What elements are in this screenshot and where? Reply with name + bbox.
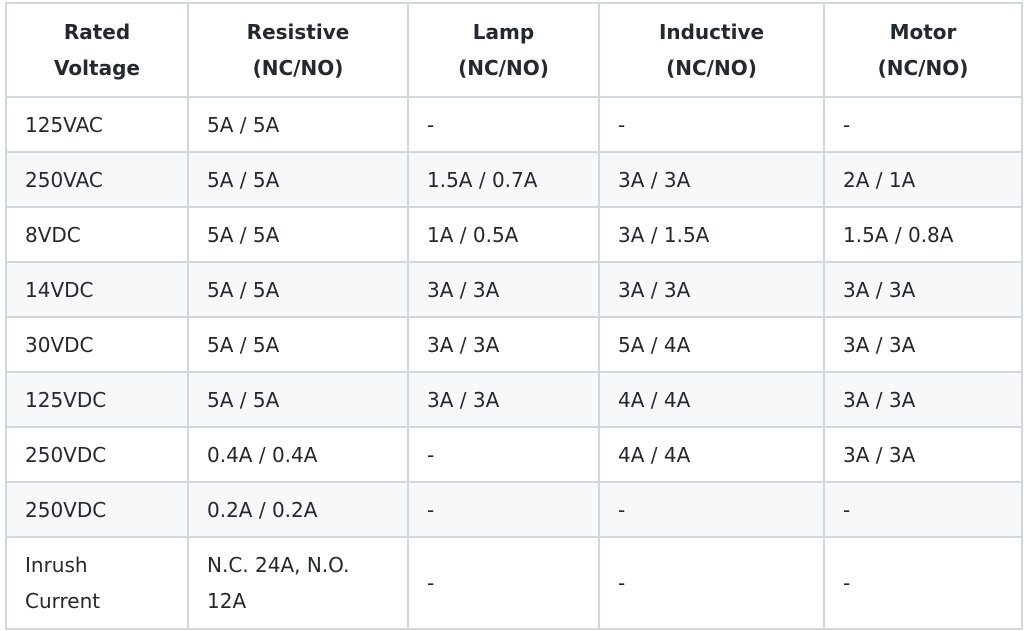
- table-header-row: Rated Voltage Resistive (NC/NO) Lamp (NC…: [5, 2, 1023, 98]
- cell-resistive: 5A / 5A: [187, 96, 409, 153]
- table-row: Inrush Current N.C. 24A, N.O. 12A - - -: [5, 536, 1023, 630]
- cell-rated-voltage: 125VDC: [5, 371, 189, 428]
- cell-inductive: 3A / 3A: [598, 261, 825, 318]
- cell-inductive: -: [598, 96, 825, 153]
- table-row: 30VDC 5A / 5A 3A / 3A 5A / 4A 3A / 3A: [5, 316, 1023, 373]
- cell-motor: 3A / 3A: [823, 316, 1023, 373]
- cell-rated-voltage: 250VDC: [5, 481, 189, 538]
- cell-lamp: -: [407, 96, 600, 153]
- cell-lamp: -: [407, 536, 600, 630]
- relay-rating-table: Rated Voltage Resistive (NC/NO) Lamp (NC…: [5, 2, 1023, 630]
- cell-lamp: -: [407, 426, 600, 483]
- header-lamp: Lamp (NC/NO): [407, 2, 600, 98]
- cell-rated-voltage: 8VDC: [5, 206, 189, 263]
- header-motor: Motor (NC/NO): [823, 2, 1023, 98]
- cell-lamp: 3A / 3A: [407, 371, 600, 428]
- cell-inductive: -: [598, 481, 825, 538]
- cell-motor: -: [823, 96, 1023, 153]
- cell-lamp: 1.5A / 0.7A: [407, 151, 600, 208]
- cell-motor: 2A / 1A: [823, 151, 1023, 208]
- cell-motor: -: [823, 536, 1023, 630]
- cell-resistive: N.C. 24A, N.O. 12A: [187, 536, 409, 630]
- cell-resistive: 0.2A / 0.2A: [187, 481, 409, 538]
- table-row: 8VDC 5A / 5A 1A / 0.5A 3A / 1.5A 1.5A / …: [5, 206, 1023, 263]
- cell-lamp: 3A / 3A: [407, 261, 600, 318]
- cell-resistive: 5A / 5A: [187, 316, 409, 373]
- cell-rated-voltage: Inrush Current: [5, 536, 189, 630]
- table-row: 125VDC 5A / 5A 3A / 3A 4A / 4A 3A / 3A: [5, 371, 1023, 428]
- cell-resistive: 5A / 5A: [187, 371, 409, 428]
- cell-resistive: 5A / 5A: [187, 206, 409, 263]
- header-rated-voltage: Rated Voltage: [5, 2, 189, 98]
- cell-motor: 1.5A / 0.8A: [823, 206, 1023, 263]
- header-inductive: Inductive (NC/NO): [598, 2, 825, 98]
- cell-resistive: 5A / 5A: [187, 261, 409, 318]
- cell-rated-voltage: 30VDC: [5, 316, 189, 373]
- header-resistive: Resistive (NC/NO): [187, 2, 409, 98]
- cell-lamp: -: [407, 481, 600, 538]
- table-row: 250VAC 5A / 5A 1.5A / 0.7A 3A / 3A 2A / …: [5, 151, 1023, 208]
- cell-motor: -: [823, 481, 1023, 538]
- cell-resistive: 5A / 5A: [187, 151, 409, 208]
- table-row: 14VDC 5A / 5A 3A / 3A 3A / 3A 3A / 3A: [5, 261, 1023, 318]
- cell-inductive: 3A / 1.5A: [598, 206, 825, 263]
- cell-rated-voltage: 250VAC: [5, 151, 189, 208]
- cell-inductive: 4A / 4A: [598, 371, 825, 428]
- cell-inductive: 5A / 4A: [598, 316, 825, 373]
- table-row: 250VDC 0.4A / 0.4A - 4A / 4A 3A / 3A: [5, 426, 1023, 483]
- cell-lamp: 3A / 3A: [407, 316, 600, 373]
- cell-rated-voltage: 250VDC: [5, 426, 189, 483]
- table-row: 250VDC 0.2A / 0.2A - - -: [5, 481, 1023, 538]
- cell-motor: 3A / 3A: [823, 426, 1023, 483]
- cell-motor: 3A / 3A: [823, 371, 1023, 428]
- cell-rated-voltage: 125VAC: [5, 96, 189, 153]
- table-row: 125VAC 5A / 5A - - -: [5, 96, 1023, 153]
- cell-inductive: 4A / 4A: [598, 426, 825, 483]
- cell-rated-voltage: 14VDC: [5, 261, 189, 318]
- cell-inductive: -: [598, 536, 825, 630]
- cell-lamp: 1A / 0.5A: [407, 206, 600, 263]
- cell-inductive: 3A / 3A: [598, 151, 825, 208]
- cell-motor: 3A / 3A: [823, 261, 1023, 318]
- cell-resistive: 0.4A / 0.4A: [187, 426, 409, 483]
